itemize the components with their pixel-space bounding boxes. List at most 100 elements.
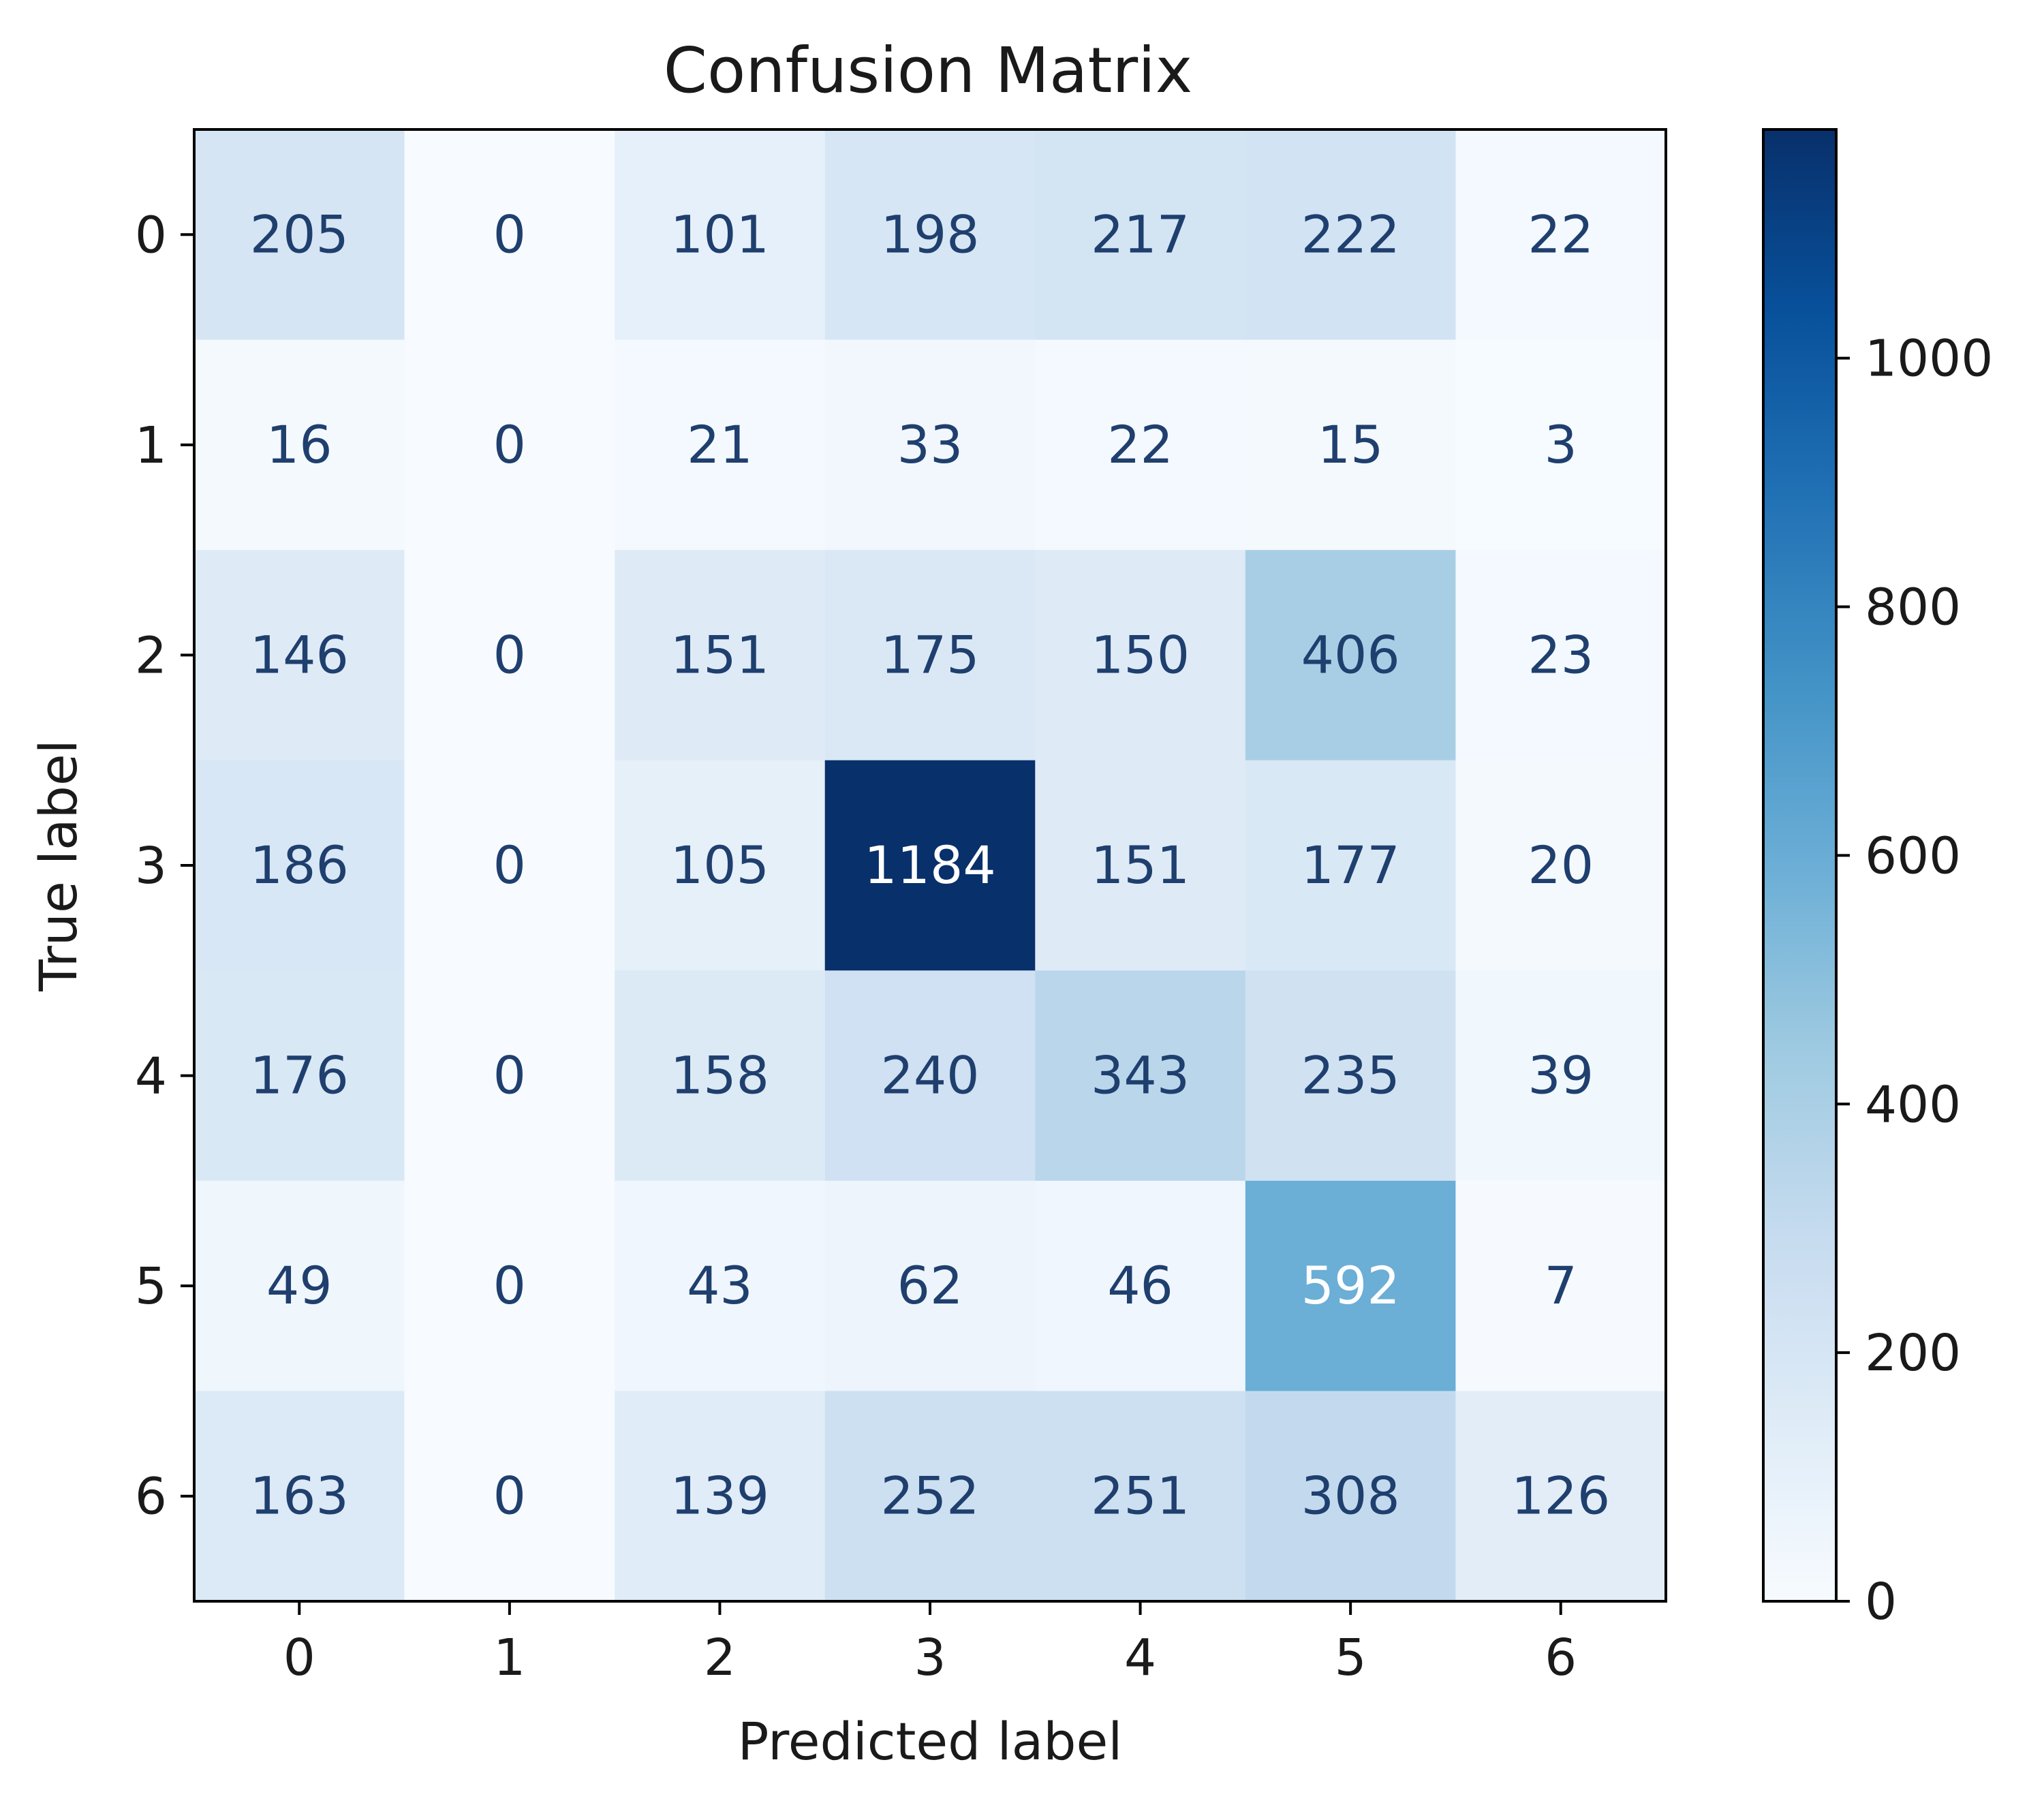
heatmap-cell [1455,1180,1667,1391]
heatmap-cell [1245,1180,1456,1391]
cell-value-label: 252 [880,1466,979,1526]
cell-value-label: 150 [1091,624,1190,685]
cell-value-label: 0 [493,835,526,895]
y-tick-label: 4 [135,1047,167,1106]
cell-value-label: 46 [1107,1255,1173,1316]
x-tick-label: 0 [283,1629,315,1687]
colorbar-tick-label: 200 [1865,1324,1961,1383]
heatmap-cell [1035,970,1246,1182]
heatmap-cell [824,760,1036,971]
cell-value-label: 163 [250,1466,349,1526]
y-tick-label: 3 [135,837,167,895]
x-axis-label: Predicted label [738,1711,1123,1772]
cell-value-label: 16 [266,414,332,475]
x-tick-label: 4 [1124,1629,1156,1687]
cell-value-label: 1184 [864,835,995,895]
heatmap-cell [1035,550,1246,761]
cell-value-label: 151 [1091,835,1190,895]
heatmap-cell [404,970,615,1182]
heatmap-cell [194,129,405,341]
heatmap-cell [1245,550,1456,761]
cell-value-label: 0 [493,204,526,264]
colorbar-frame [1762,128,1838,1603]
y-tick-label: 1 [135,416,167,475]
heatmap-cell [1455,760,1667,971]
heatmap-cell [1455,129,1667,341]
cell-value-label: 308 [1301,1466,1400,1526]
heatmap-cell [824,339,1036,551]
heatmap-cell [824,129,1036,341]
colorbar-tick-label: 600 [1865,827,1961,885]
cell-value-label: 7 [1545,1255,1577,1316]
cell-value-label: 176 [250,1045,349,1106]
colorbar-tick-label: 1000 [1865,330,1993,388]
heatmap-cell [824,550,1036,761]
heatmap-cell [824,1391,1036,1602]
cell-value-label: 217 [1091,204,1190,264]
heatmap-cell [615,550,826,761]
cell-value-label: 21 [687,414,753,475]
cell-value-label: 49 [266,1255,332,1316]
y-axis-ticks: 0 1 2 3 4 5 6 [135,206,194,1526]
y-tick-label: 2 [135,626,167,685]
cell-value-label: 126 [1511,1466,1610,1526]
heatmap-cell [615,339,826,551]
colorbar-tick-label: 400 [1865,1075,1961,1134]
x-tick-label: 6 [1545,1629,1577,1687]
chart-title: Confusion Matrix [664,34,1193,107]
cell-value-label: 251 [1091,1466,1190,1526]
heatmap-cell [615,1391,826,1602]
heatmap-cell [1455,339,1667,551]
x-tick-label: 5 [1335,1629,1367,1687]
x-tick-label: 3 [914,1629,946,1687]
y-tick-label: 6 [135,1468,167,1526]
cell-value-label: 205 [250,204,349,264]
y-tick-label: 5 [135,1257,167,1316]
heatmap-cell [194,550,405,761]
x-axis-ticks: 0 1 2 3 4 5 6 [283,1601,1577,1687]
heatmap-cell [1245,970,1456,1182]
heatmap-cell [1455,550,1667,761]
cell-value-label: 592 [1301,1255,1400,1316]
cell-value-label: 186 [250,835,349,895]
y-axis-label: True label [28,739,89,991]
heatmap-cell [194,1391,405,1602]
cell-value-label: 240 [880,1045,979,1106]
colorbar [1763,129,1836,1601]
cell-value-label: 235 [1301,1045,1400,1106]
cell-value-label: 62 [897,1255,963,1316]
cell-value-label: 146 [250,624,349,685]
cell-value-label: 23 [1528,624,1594,685]
heatmap-cell [1035,1391,1246,1602]
heatmap-cell [1245,760,1456,971]
cell-value-label: 39 [1528,1045,1594,1106]
heatmap-cell [1245,339,1456,551]
heatmap-cell [1035,129,1246,341]
heatmap-cell [824,1180,1036,1391]
heatmap-cell [194,1180,405,1391]
x-tick-label: 2 [704,1629,736,1687]
heatmap-cell [615,970,826,1182]
heatmap-cell [404,129,615,341]
heatmap-cell [404,339,615,551]
cell-value-label: 151 [670,624,769,685]
colorbar-ticks: 0 200 400 600 800 1000 [1836,330,1993,1631]
y-tick-label: 0 [135,206,167,264]
cell-value-label: 0 [493,1466,526,1526]
cell-value-label: 101 [670,204,769,264]
heatmap-cell [1245,1391,1456,1602]
cell-value-label: 177 [1301,835,1400,895]
heatmap-cell [1245,129,1456,341]
x-tick-label: 1 [493,1629,525,1687]
cell-value-label: 33 [897,414,963,475]
cell-value-label: 0 [493,624,526,685]
cell-value-label: 105 [670,835,769,895]
heatmap-cell [1035,1180,1246,1391]
cell-value-label: 343 [1091,1045,1190,1106]
cell-value-label: 0 [493,414,526,475]
cell-value-label: 0 [493,1255,526,1316]
heatmap-cell [824,970,1036,1182]
heatmap-cell [1455,1391,1667,1602]
